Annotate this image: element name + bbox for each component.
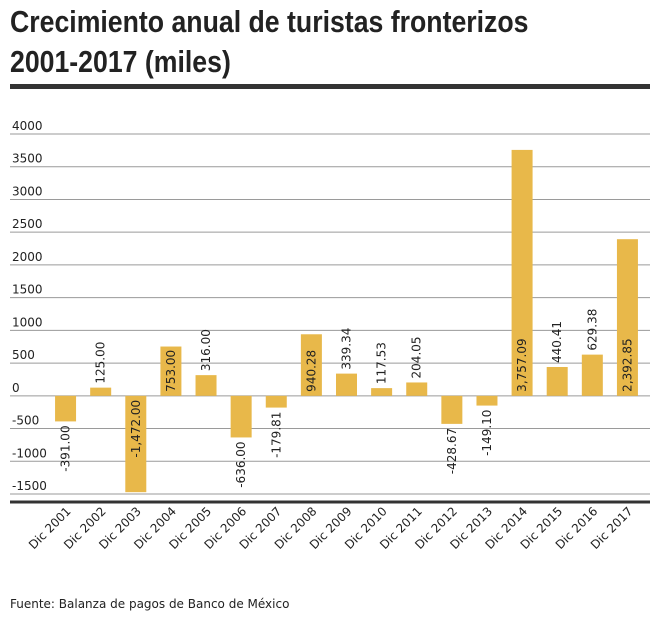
data-label: 125.00 — [94, 342, 108, 384]
chart-title-line-1: Crecimiento anual de turistas fronterizo… — [10, 4, 529, 39]
y-tick-label: 1500 — [12, 283, 43, 297]
y-tick-label: 2000 — [12, 250, 43, 264]
bar — [195, 375, 217, 396]
bar — [125, 395, 147, 493]
data-label: -391.00 — [59, 425, 73, 471]
y-tick-label: 2500 — [12, 217, 43, 231]
bar — [616, 239, 638, 396]
bar — [230, 395, 252, 438]
data-label: -1,472.00 — [129, 400, 143, 458]
bar — [581, 354, 603, 396]
title-divider — [10, 84, 650, 89]
bar — [265, 395, 287, 408]
data-label: 117.53 — [375, 342, 389, 384]
data-label: -179.81 — [269, 412, 283, 458]
bar — [511, 149, 533, 396]
data-label: 3,757.09 — [515, 338, 529, 391]
data-label: 339.34 — [340, 328, 354, 370]
bar — [406, 382, 428, 396]
y-tick-label: -1500 — [12, 479, 47, 493]
data-label: 629.38 — [585, 309, 599, 351]
data-label: 440.41 — [550, 321, 564, 363]
bar — [546, 366, 568, 396]
data-label: -636.00 — [234, 441, 248, 487]
data-label: 316.00 — [199, 329, 213, 371]
data-label: -428.67 — [445, 428, 459, 474]
bar — [90, 387, 112, 396]
bar — [55, 395, 77, 422]
bar — [476, 395, 498, 406]
y-tick-label: -1000 — [12, 446, 47, 460]
data-label: -149.10 — [480, 410, 494, 456]
data-label: 940.28 — [304, 350, 318, 392]
bar — [160, 346, 182, 396]
bar — [336, 373, 357, 396]
data-label: 204.05 — [410, 336, 424, 378]
bar-chart: 4000 3500 3000 2500 2000 1500 1000 500 0 -500 -100… — [10, 119, 650, 552]
data-label: 753.00 — [164, 350, 178, 392]
source-note: Fuente: Balanza de pagos de Banco de Méx… — [10, 597, 290, 611]
bar — [300, 334, 322, 396]
y-tick-label: 3500 — [12, 152, 43, 166]
y-tick-label: -500 — [12, 414, 39, 428]
bar — [441, 395, 463, 424]
y-tick-label: 1000 — [12, 315, 43, 329]
y-tick-label: 3000 — [12, 184, 43, 198]
bar — [371, 388, 393, 396]
y-tick-label: 4000 — [12, 119, 43, 133]
data-label: 2,392.85 — [620, 338, 634, 391]
y-tick-label: 500 — [12, 348, 35, 362]
y-tick-label: 0 — [12, 381, 20, 395]
chart-title-line-2: 2001-2017 (miles) — [10, 44, 231, 79]
chart-title: Crecimiento anual de turistas fronterizo… — [10, 2, 560, 82]
